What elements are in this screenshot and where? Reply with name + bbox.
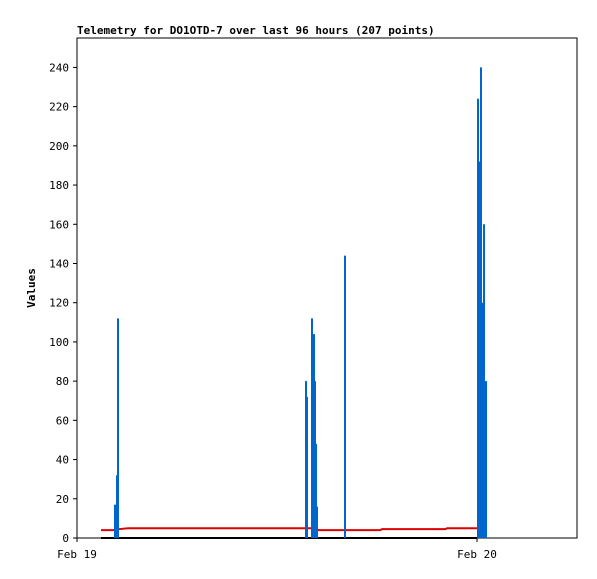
y-tick-label: 220: [49, 101, 69, 114]
y-tick-label: 240: [49, 61, 69, 74]
y-tick-label: 200: [49, 140, 69, 153]
y-tick-label: 40: [56, 454, 69, 467]
line: [101, 527, 484, 532]
y-tick-label: 0: [62, 532, 69, 545]
y-tick-label: 160: [49, 218, 69, 231]
y-tick-label: 120: [49, 297, 69, 310]
y-tick-label: 20: [56, 493, 69, 506]
chart-title: Telemetry for DO1OTD-7 over last 96 hour…: [77, 24, 435, 37]
y-tick-label: 80: [56, 375, 69, 388]
y-axis-label: Values: [25, 268, 38, 308]
y-tick-label: 60: [56, 414, 69, 427]
y-tick-label: 180: [49, 179, 69, 192]
y-tick-label: 140: [49, 257, 69, 270]
y-tick-label: 100: [49, 336, 69, 349]
x-tick-label: Feb 20: [457, 548, 497, 561]
x-tick-label: Feb 19: [57, 548, 97, 561]
plot-frame: [76, 37, 578, 539]
